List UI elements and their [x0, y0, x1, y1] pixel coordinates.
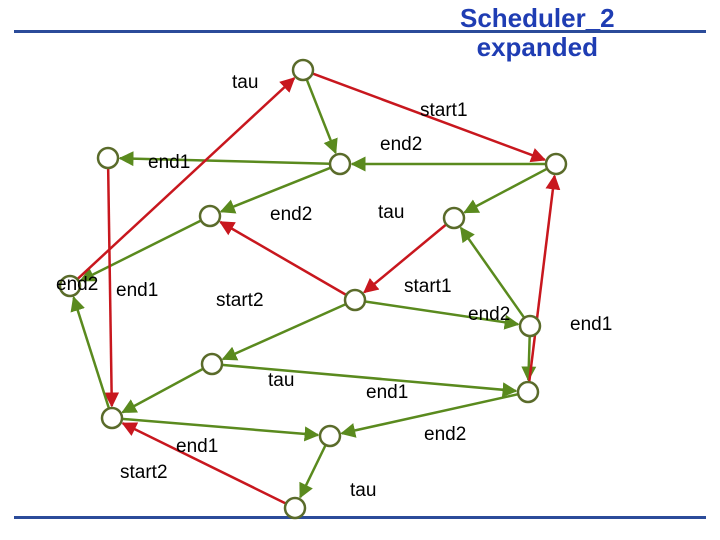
state-node-n_lright — [518, 382, 538, 402]
edge-e_lleft_lmid — [122, 419, 318, 435]
edge-label-e_mtiny_lright: end1 — [366, 382, 408, 404]
edge-e_uleft_lleft — [108, 168, 112, 406]
edge-label-e_cright_mmid: start1 — [404, 276, 452, 298]
edge-e_mmid_mtiny — [223, 304, 346, 359]
edge-label-e_top_uright: start1 — [420, 100, 468, 122]
edge-label-e_mmid_mright: end2 — [468, 304, 510, 326]
edge-e_lright_uright — [529, 176, 554, 382]
state-node-n_umid — [330, 154, 350, 174]
edge-label-e_uright_cright: tau — [378, 202, 404, 224]
edge-label-e_umid_cleft: end2 — [270, 204, 312, 226]
state-node-n_cleft — [200, 206, 220, 226]
edge-label-e_cleft_mleft: end2 — [56, 274, 98, 296]
edge-e_cleft_mleft — [81, 220, 201, 280]
state-node-n_bottom — [285, 498, 305, 518]
edge-label-e_lright_lmid: end2 — [424, 424, 466, 446]
edge-label-e_umid_uleft: end1 — [148, 152, 190, 174]
state-node-n_lleft — [102, 408, 122, 428]
edge-e_lmid_bottom — [300, 445, 325, 497]
edge-label-e_mmid_cleft: start2 — [216, 290, 264, 312]
edge-label-e_lleft_mleft: end1 — [116, 280, 158, 302]
edge-label-e_top_umid: tau — [232, 72, 258, 94]
edge-e_mtiny_lleft — [123, 369, 204, 413]
edge-e_uright_cright — [465, 169, 548, 213]
state-node-n_uright — [546, 154, 566, 174]
state-node-n_mtiny — [202, 354, 222, 374]
state-node-n_uleft — [98, 148, 118, 168]
edge-label-e_lleft_lmid: end1 — [176, 436, 218, 458]
edge-e_mmid_cleft — [220, 222, 346, 295]
edge-e_top_umid — [307, 79, 336, 153]
state-diagram — [0, 0, 720, 540]
state-node-n_top — [293, 60, 313, 80]
edge-label-e_mmid_mtiny: tau — [268, 370, 294, 392]
edge-label-e_mright_cright: end1 — [570, 314, 612, 336]
state-node-n_mmid — [345, 290, 365, 310]
state-node-n_mright — [520, 316, 540, 336]
edge-e_lleft_mleft — [74, 297, 109, 408]
state-node-n_lmid — [320, 426, 340, 446]
edge-label-e_lmid_bottom: tau — [350, 480, 376, 502]
state-node-n_cright — [444, 208, 464, 228]
edge-label-e_uright_umid: end2 — [380, 134, 422, 156]
edge-label-e_bottom_lleft: start2 — [120, 462, 168, 484]
